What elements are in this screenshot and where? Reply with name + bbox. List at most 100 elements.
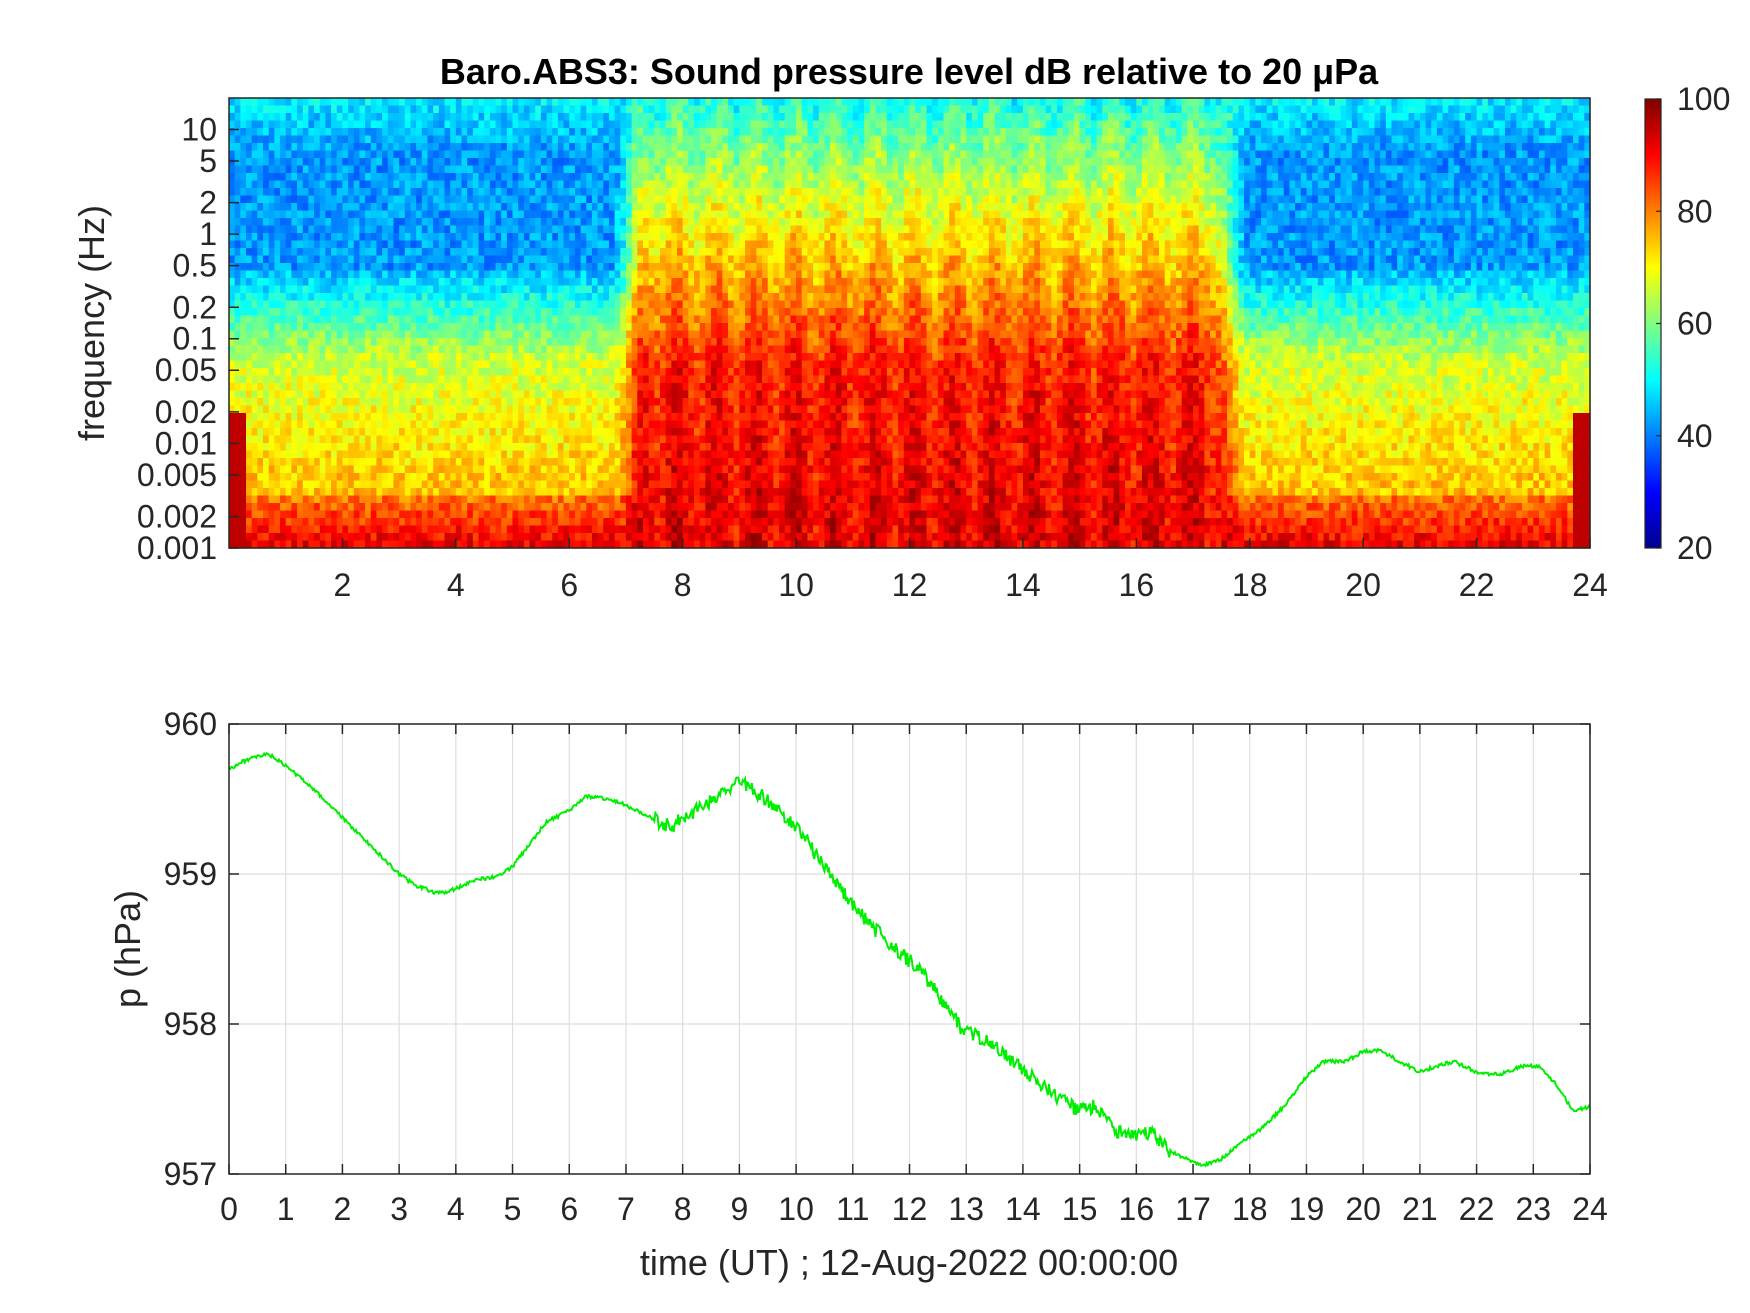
heatmap-cell [427, 278, 434, 287]
heatmap-cell [478, 128, 485, 137]
heatmap-cell [688, 120, 695, 129]
heatmap-cell [529, 428, 536, 437]
heatmap-cell [631, 158, 638, 167]
heatmap-cell [359, 173, 366, 182]
heatmap-cell [620, 293, 627, 302]
heatmap-cell [410, 473, 417, 482]
heatmap-cell [654, 428, 661, 437]
heatmap-cell [444, 420, 451, 429]
heatmap-cell [659, 465, 667, 474]
heatmap-cell [535, 315, 542, 324]
heatmap-cell [438, 195, 446, 204]
heatmap-cell [506, 113, 514, 122]
heatmap-cell [484, 510, 491, 519]
heatmap-cell [688, 308, 695, 317]
heatmap-cell [608, 158, 616, 167]
heatmap-cell [495, 188, 502, 197]
heatmap-cell [648, 503, 655, 512]
heatmap-cell [591, 248, 599, 257]
heatmap-cell [512, 120, 519, 129]
heatmap-cell [308, 525, 315, 534]
heatmap-cell [263, 308, 270, 317]
heatmap-cell [376, 480, 383, 489]
heatmap-cell [506, 128, 514, 137]
heatmap-cell [268, 368, 275, 377]
heatmap-cell [546, 210, 553, 219]
heatmap-cell [563, 398, 570, 407]
heatmap-cell [478, 180, 485, 189]
heatmap-cell [620, 218, 627, 227]
heatmap-cell [478, 458, 485, 467]
heatmap-cell [314, 450, 321, 459]
heatmap-cell [393, 368, 400, 377]
heatmap-cell [399, 525, 406, 534]
heatmap-cell [677, 218, 684, 227]
heatmap-cell [342, 255, 349, 264]
heatmap-cell [512, 413, 519, 422]
heatmap-cell [319, 135, 326, 144]
heatmap-cell [336, 503, 344, 512]
heatmap-cell [404, 308, 412, 317]
heatmap-cell [444, 473, 451, 482]
heatmap-cell [433, 353, 440, 362]
heatmap-cell [421, 525, 429, 534]
heatmap-cell [586, 465, 593, 474]
heatmap-cell [506, 488, 514, 497]
heatmap-cell [523, 188, 531, 197]
heatmap-cell [574, 240, 582, 249]
heatmap-cell [648, 420, 655, 429]
heatmap-cell [512, 458, 519, 467]
heatmap-cell [574, 375, 582, 384]
heatmap-cell [331, 450, 338, 459]
heatmap-cell [489, 443, 497, 452]
heatmap-cell [688, 338, 695, 347]
heatmap-cell [654, 300, 661, 309]
heatmap-cell [580, 458, 587, 467]
heatmap-cell [484, 293, 491, 302]
heatmap-cell [529, 173, 536, 182]
heatmap-cell [654, 105, 661, 114]
heatmap-cell [608, 225, 616, 234]
heatmap-cell [506, 293, 514, 302]
heatmap-cell [404, 435, 412, 444]
heatmap-cell [608, 458, 616, 467]
heatmap-cell [603, 285, 610, 294]
heatmap-cell [280, 480, 287, 489]
heatmap-cell [319, 240, 326, 249]
heatmap-cell [240, 495, 247, 504]
heatmap-cell [229, 488, 236, 497]
heatmap-cell [376, 113, 383, 122]
heatmap-cell [557, 278, 565, 287]
heatmap-cell [444, 98, 451, 107]
heatmap-cell [461, 510, 468, 519]
heatmap-cell [234, 368, 241, 377]
heatmap-cell [427, 248, 434, 257]
heatmap-cell [659, 308, 667, 317]
heatmap-cell [614, 525, 621, 534]
heatmap-cell [268, 330, 275, 339]
heatmap-cell [484, 323, 491, 332]
heatmap-cell [433, 525, 440, 534]
heatmap-cell [563, 420, 570, 429]
heatmap-cell [654, 180, 661, 189]
heatmap-cell [642, 165, 650, 174]
heatmap-cell [229, 150, 236, 159]
heatmap-cell [331, 105, 338, 114]
heatmap-cell [688, 315, 695, 324]
heatmap-cell [308, 188, 315, 197]
heatmap-cell [319, 525, 326, 534]
heatmap-cell [518, 405, 525, 414]
heatmap-cell [257, 188, 264, 197]
heatmap-cell [427, 98, 434, 107]
heatmap-cell [478, 435, 485, 444]
heatmap-cell [308, 458, 315, 467]
heatmap-cell [291, 165, 298, 174]
heatmap-cell [472, 330, 480, 339]
heatmap-cell [603, 360, 610, 369]
heatmap-cell [467, 120, 474, 129]
heatmap-cell [433, 98, 440, 107]
heatmap-cell [342, 458, 349, 467]
heatmap-cell [535, 143, 542, 152]
heatmap-cell [467, 473, 474, 482]
heatmap-cell [348, 293, 355, 302]
